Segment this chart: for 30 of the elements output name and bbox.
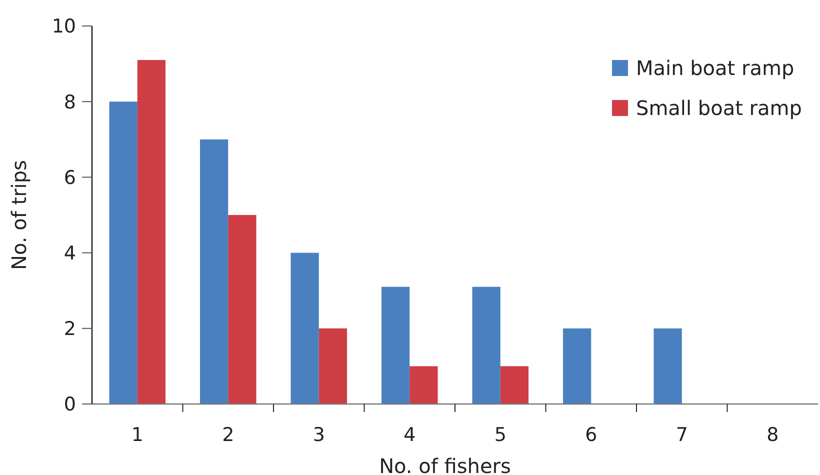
y-tick-label: 2 [64, 318, 76, 340]
bar [410, 366, 438, 404]
bar [562, 328, 592, 404]
legend-label: Small boat ramp [636, 96, 802, 120]
bar [654, 328, 682, 404]
legend-label: Main boat ramp [636, 56, 794, 80]
x-axis-title: No. of fishers [379, 454, 511, 475]
x-tick-label: 6 [585, 424, 598, 446]
x-tick-label: 8 [766, 424, 779, 446]
bar [472, 286, 500, 404]
bar [381, 286, 410, 404]
x-tick-label: 1 [131, 424, 144, 446]
bar [200, 139, 228, 404]
x-tick-label: 3 [312, 424, 325, 446]
y-tick-label: 10 [52, 16, 76, 38]
bar [500, 366, 529, 404]
x-tick-label: 2 [222, 424, 234, 446]
y-tick-label: 8 [64, 91, 76, 114]
bar [318, 328, 348, 404]
bar [109, 102, 138, 404]
y-tick-label: 4 [64, 242, 76, 264]
x-tick-label: 5 [494, 424, 506, 446]
y-tick-label: 0 [64, 394, 76, 416]
y-axis-title: No. of trips [7, 160, 31, 270]
y-tick-label: 6 [64, 166, 76, 189]
x-tick-label: 4 [404, 424, 416, 446]
bar [290, 252, 319, 404]
bar [137, 60, 166, 404]
bar [228, 215, 256, 404]
x-tick-label: 7 [676, 424, 688, 446]
